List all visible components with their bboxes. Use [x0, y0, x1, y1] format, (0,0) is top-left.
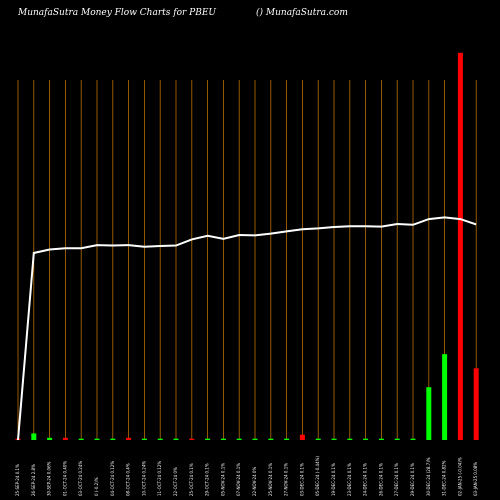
x-tick-label: 22-OCT-24 0% [173, 467, 178, 496]
money-flow-bar [284, 438, 290, 440]
x-tick-label: 07-NOV-24 0.1% [236, 463, 241, 496]
x-tick-label: 23-DEC-24 0.1% [347, 463, 352, 496]
money-flow-bar [473, 368, 479, 440]
x-tick-label: 19-DEC-24 0.1% [331, 463, 336, 496]
x-tick-label: 24-DEC-24 0.1% [363, 463, 368, 496]
money-flow-bar [110, 438, 116, 440]
money-flow-bar [426, 387, 432, 440]
money-flow-bar [315, 438, 321, 440]
money-flow-bar [62, 437, 68, 440]
x-tick-label: 26-SEP-24 2.8% [31, 464, 36, 496]
x-tick-label: 29-DEC-24 0.1% [410, 463, 415, 496]
money-flow-bar [126, 437, 132, 440]
x-tick-label: 01-OCT-24 0.40% [62, 461, 67, 496]
x-tick-label: 25-NOV-24 0.1% [268, 463, 273, 496]
money-flow-bar [378, 438, 384, 440]
money-flow-line [17, 216, 477, 441]
x-tick-label: 31-DEC-24 0.82% [442, 460, 447, 496]
x-tick-label: 08-OCT-24 0.4% [126, 463, 131, 496]
money-flow-bar [394, 438, 400, 440]
money-flow-bar [268, 438, 274, 440]
money-flow-bar [347, 438, 353, 440]
money-flow-bar [78, 438, 84, 440]
x-tick-label: 03-OCT-24 0.24% [78, 461, 83, 496]
x-tick-label: 05-NOV-24 0.1% [220, 463, 225, 496]
money-flow-bars [15, 52, 479, 441]
x-tick-label: 29-OCT-24 0.1% [205, 463, 210, 496]
x-tick-label: 25-OCT-24 0.1% [189, 463, 194, 496]
x-tick-label: 27-NOV-24 0.1% [284, 463, 289, 496]
money-flow-bar [189, 438, 195, 440]
money-flow-bar [94, 438, 100, 440]
money-flow-bar [236, 438, 242, 440]
x-tick-label: 03-DEC-24 0.1% [299, 463, 304, 496]
x-tick-label: 30-DEC-24 (28.7)% [426, 457, 431, 496]
x-tick-label: 0 (-0.2)% [94, 477, 99, 496]
money-flow-bar [299, 434, 305, 440]
money-flow-bar [331, 438, 337, 440]
x-tick-label: 11-OCT-24 0.12% [157, 461, 162, 496]
money-flow-bar [141, 438, 147, 440]
x-tick-label: 26-DEC-24 0.1% [378, 463, 383, 496]
x-tick-label: 10-OCT-24 0.24% [141, 461, 146, 496]
x-tick-label: 30-SEP-24 0.06% [47, 461, 52, 496]
x-tick-label: 04-OCT-24 0.12% [110, 461, 115, 496]
x-axis-labels: 25-SEP-24 0.1% 26-SEP-24 2.8% 30-SEP-24 0.… [15, 456, 478, 496]
money-flow-bar [31, 433, 37, 440]
x-tick-label: 03-JAN-25 0.08% [473, 462, 478, 496]
money-flow-bar [410, 438, 416, 440]
money-flow-bar [220, 438, 226, 440]
money-flow-bar [173, 438, 179, 440]
x-tick-label: 05-DEC-24 (-0.44%) [315, 456, 320, 496]
money-flow-bar [157, 438, 163, 440]
x-tick-label: 02-JAN-25 (-0.04)% [457, 457, 462, 496]
money-flow-bar [47, 437, 53, 440]
grid-lines [17, 80, 477, 440]
money-flow-bar [442, 354, 448, 440]
money-flow-bar [457, 52, 463, 441]
x-tick-label: 25-SEP-24 0.1% [15, 464, 20, 496]
money-flow-bar [252, 438, 258, 440]
money-flow-bar [363, 438, 369, 440]
x-tick-label: 27-DEC-24 0.1% [394, 463, 399, 496]
chart-title: MunafaSutra Money Flow Charts for PBEU [18, 8, 216, 18]
x-tick-label: 22-NOV-24 0% [252, 467, 257, 496]
site-watermark: () MunafaSutra.com [256, 8, 348, 18]
money-flow-bar [205, 438, 211, 440]
